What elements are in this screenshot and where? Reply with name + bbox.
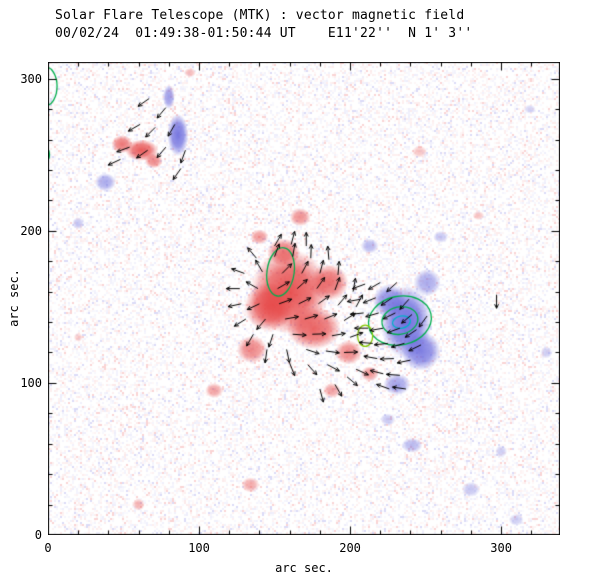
x-tick-label: 300: [490, 541, 512, 555]
plot-title: Solar Flare Telescope (MTK) : vector mag…: [55, 8, 465, 23]
x-tick-label: 200: [339, 541, 361, 555]
x-tick-label: 0: [44, 541, 52, 555]
magnetogram-canvas: [48, 62, 560, 535]
y-tick-label: 0: [34, 528, 42, 542]
y-tick-label: 300: [20, 71, 42, 86]
x-tick-label: 100: [188, 541, 210, 555]
y-axis-label: arc sec.: [7, 269, 21, 327]
x-axis-label: arc sec.: [275, 561, 333, 575]
y-tick-label: 100: [20, 375, 42, 390]
plot-subtitle: 00/02/24 01:49:38-01:50:44 UT E11'22'' N…: [55, 26, 473, 41]
y-tick-label: 200: [20, 223, 42, 238]
